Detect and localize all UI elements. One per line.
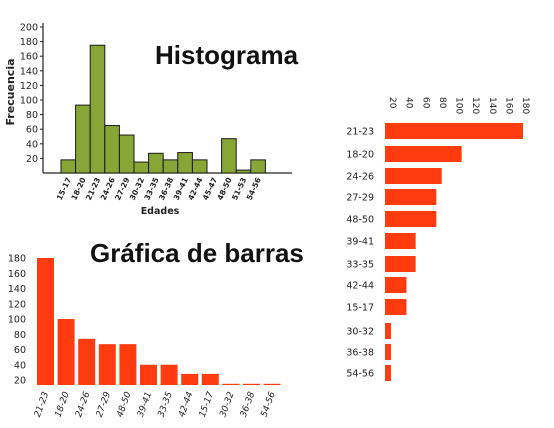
hbar-y-tick-label: 42-44	[346, 281, 374, 292]
hbar-bar	[385, 277, 407, 293]
bar-chart-y-tick-label: 60	[14, 345, 26, 356]
bar-chart-x-tick-label: 18-20	[54, 390, 72, 418]
bar-chart-bar	[78, 338, 96, 385]
bar-chart-y-tick-label: 120	[8, 299, 26, 310]
bar-chart-bar	[243, 383, 260, 385]
histogram-bar	[118, 134, 135, 174]
bar-chart-y-tick-label: 20	[14, 376, 26, 387]
hbar-y-tick-label: 54-56	[346, 369, 374, 380]
hbar-x-tick-label: 160	[503, 97, 513, 114]
hbar-bar	[385, 365, 391, 381]
histogram-bar	[221, 138, 237, 174]
hbar-y-tick-label: 18-20	[346, 150, 374, 161]
histogram-y-tick-label: 180	[20, 37, 38, 48]
histogram-y-tick-label: 120	[20, 81, 38, 92]
histogram-bar	[133, 161, 150, 174]
histogram-bar	[191, 159, 208, 174]
hbar-bar	[385, 323, 391, 339]
bar-chart-bar	[57, 319, 75, 385]
hbar-bar	[385, 256, 416, 272]
hbar-bar	[385, 233, 416, 249]
hbar-y-tick-label: 21-23	[346, 127, 374, 138]
histogram-bar	[104, 125, 120, 174]
hbar-x-tick-label: 80	[437, 97, 447, 109]
hbar-y-tick-label: 15-17	[346, 303, 374, 314]
bar-chart-y-tick-label: 140	[8, 284, 26, 295]
hbar-bar	[385, 189, 437, 205]
bar-chart-bar	[37, 258, 54, 385]
bar-chart-x-tick-label: 36-38	[239, 390, 257, 418]
hbar-y-tick-label: 24-26	[346, 172, 374, 183]
histogram-y-tick-label: 20	[26, 154, 38, 165]
histogram-y-axis-label: Frecuencia	[4, 58, 17, 125]
histogram-y-tick-label: 100	[20, 96, 38, 107]
hbar-bar	[385, 299, 407, 315]
bar-chart-y-tick-label: 80	[14, 330, 26, 341]
histogram-bar	[177, 152, 193, 174]
histogram-bar	[60, 159, 77, 174]
bar-chart-bar	[222, 383, 240, 385]
hbar-x-tick-label: 60	[420, 97, 430, 109]
hbar-x-tick-label: 100	[454, 97, 464, 114]
bar-chart-x-tick-label: 15-17	[198, 390, 216, 418]
vertical-bar-chart: 20 40 60 80 100 120 140 160 180 21-23 18-20 24-26 27…	[8, 254, 281, 419]
bar-chart-x-tick-label: 27-29	[95, 390, 113, 418]
bar-chart-bar	[201, 373, 219, 385]
histogram-bar	[75, 104, 91, 174]
hbar-y-tick-label: 30-32	[346, 327, 374, 338]
histogram-bar	[89, 44, 106, 174]
hbar-x-tick-label: 180	[520, 97, 530, 114]
bar-chart-x-tick-label: 42-44	[177, 390, 195, 418]
hbar-y-tick-label: 27-29	[346, 193, 374, 204]
bar-chart-bar	[160, 364, 178, 385]
horizontal-bar-chart: 20 40 60 80 100 120 140 160 180 21-23 18-20 24-26 27…	[346, 97, 530, 381]
bar-chart-bar	[181, 373, 199, 385]
histogram-bar	[148, 152, 164, 174]
hbar-bar	[385, 168, 442, 184]
bar-chart-bar	[140, 364, 157, 385]
bar-chart-y-tick-label: 180	[8, 254, 26, 265]
bar-chart-title: Gráfica de barras	[90, 238, 304, 268]
hbar-x-tick-label: 140	[487, 97, 497, 114]
hbar-bar	[385, 146, 462, 162]
bar-chart-x-tick-label: 48-50	[115, 390, 133, 418]
histogram-y-tick-label: 140	[20, 66, 38, 77]
hbar-x-tick-label: 40	[404, 97, 414, 109]
hbar-y-tick-label: 33-35	[346, 260, 374, 271]
histogram: 2040608010012014016018020015-1718-2021-2…	[4, 23, 292, 217]
hbar-bar	[385, 123, 523, 139]
bar-chart-x-tick-label: 30-32	[218, 390, 236, 418]
histogram-y-tick-label: 60	[26, 125, 38, 136]
histogram-title: Histograma	[155, 40, 299, 70]
hbar-y-tick-label: 36-38	[346, 348, 374, 359]
bar-chart-y-tick-label: 160	[8, 269, 26, 280]
bar-chart-bar	[119, 344, 137, 385]
bar-chart-x-tick-label: 39-41	[136, 391, 154, 419]
bar-chart-x-tick-label: 54-56	[260, 390, 278, 418]
histogram-bar	[235, 169, 252, 174]
histogram-y-tick-label: 160	[20, 52, 38, 63]
hbar-y-tick-label: 48-50	[346, 215, 374, 226]
hbar-x-tick-label: 20	[387, 97, 397, 109]
bar-chart-x-tick-label: 24-26	[74, 390, 92, 418]
histogram-y-tick-label: 80	[26, 110, 38, 121]
hbar-x-tick-label: 120	[470, 97, 480, 114]
hbar-bar	[385, 344, 391, 360]
histogram-y-tick-label: 40	[26, 139, 38, 150]
histogram-bar	[250, 159, 266, 174]
bar-chart-y-tick-label: 40	[14, 360, 26, 371]
bar-chart-bar	[98, 344, 116, 385]
histogram-y-tick-label: 200	[20, 23, 38, 34]
histogram-x-axis-label: Edades	[141, 206, 180, 217]
hbar-bar	[385, 211, 437, 227]
bar-chart-y-tick-label: 100	[8, 315, 26, 326]
histogram-bar	[162, 159, 179, 174]
bar-chart-bar	[263, 383, 281, 385]
hbar-y-tick-label: 39-41	[346, 237, 374, 248]
bar-chart-x-tick-label: 33-35	[157, 390, 175, 418]
bar-chart-x-tick-label: 21-23	[33, 390, 51, 418]
